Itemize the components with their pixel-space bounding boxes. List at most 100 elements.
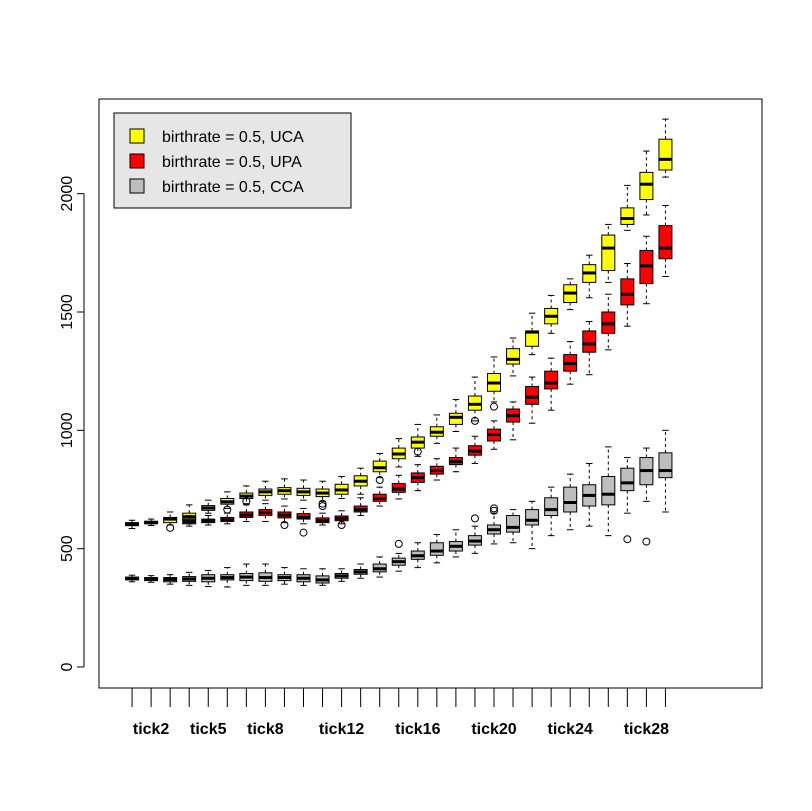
x-tick-label: tick12 [319, 721, 364, 738]
box-body [525, 386, 540, 405]
box-upa-16 [410, 464, 425, 492]
outlier-point [337, 520, 346, 529]
legend-swatch-cca [129, 178, 145, 194]
box-body [429, 542, 444, 556]
box-cca-6 [220, 567, 235, 588]
legend-label-cca: birthrate = 0.5, CCA [162, 179, 304, 196]
box-body [544, 497, 559, 517]
box-cca-1 [125, 574, 140, 583]
box-uca-11 [315, 480, 330, 511]
box-uca-14 [372, 453, 387, 485]
x-tick-label: tick16 [395, 721, 440, 738]
box-uca-26 [601, 223, 616, 283]
box-uca-19 [467, 376, 482, 425]
box-uca-24 [563, 278, 578, 311]
box-uca-6 [220, 491, 235, 514]
x-tick-label: tick8 [247, 721, 284, 738]
box-body [620, 467, 635, 492]
box-body [658, 138, 673, 171]
x-tick-label: tick28 [624, 721, 669, 738]
box-cca-25 [582, 462, 597, 527]
box-cca-28 [639, 447, 654, 546]
x-tick-label: tick24 [548, 721, 593, 738]
box-upa-20 [487, 420, 501, 450]
box-body [582, 330, 597, 353]
legend-swatch-upa [129, 153, 145, 169]
y-tick-label: 500 [59, 535, 76, 562]
box-upa-4 [182, 515, 197, 527]
box-body [658, 452, 673, 479]
outlier-point [490, 506, 498, 515]
outlier-point [394, 539, 403, 548]
box-body [620, 207, 635, 225]
box-uca-18 [448, 399, 463, 433]
box-uca-22 [525, 312, 540, 356]
box-cca-29 [658, 429, 673, 513]
x-tick-label: tick20 [471, 721, 516, 738]
box-upa-27 [620, 262, 635, 327]
box-uca-10 [296, 479, 311, 501]
outlier-point [375, 476, 384, 485]
box-upa-25 [582, 320, 597, 376]
box-uca-29 [658, 118, 673, 178]
box-uca-17 [429, 414, 444, 444]
box-upa-8 [258, 503, 273, 522]
legend-label-uca: birthrate = 0.5, UCA [162, 129, 304, 146]
x-tick-label: tick5 [190, 721, 227, 738]
box-upa-15 [391, 474, 406, 500]
box-body [506, 515, 521, 533]
box-uca-12 [334, 475, 349, 499]
box-cca-12 [334, 568, 349, 582]
box-upa-24 [563, 341, 578, 385]
box-upa-28 [639, 235, 654, 305]
box-cca-17 [429, 533, 444, 564]
box-body [601, 234, 616, 272]
box-cca-5 [201, 569, 216, 588]
box-uca-25 [582, 254, 597, 299]
legend-swatch-uca [129, 128, 145, 144]
outlier-point [318, 502, 327, 511]
box-body [525, 509, 540, 526]
box-upa-6 [220, 512, 235, 525]
box-cca-23 [544, 486, 559, 537]
outlier-point [470, 416, 479, 425]
outlier-point [490, 402, 498, 411]
box-cca-20 [487, 504, 501, 545]
box-uca-7 [239, 485, 254, 506]
y-axis: 0 500 1000 1500 2000 [59, 176, 85, 671]
box-upa-26 [601, 293, 616, 351]
box-uca-21 [506, 337, 521, 377]
outlier-point [166, 523, 175, 532]
outlier-point [623, 535, 632, 544]
box-uca-2 [144, 518, 159, 526]
outlier-point [642, 537, 651, 546]
box-body [658, 225, 673, 260]
box-cca-10 [296, 568, 311, 586]
outlier-point [280, 520, 289, 529]
y-tick-label: 1000 [59, 412, 76, 448]
box-cca-26 [601, 446, 616, 537]
box-upa-22 [525, 376, 540, 424]
outlier-point [318, 499, 327, 508]
box-cca-3 [163, 574, 178, 585]
box-cca-15 [391, 539, 406, 572]
box-upa-9 [277, 505, 292, 529]
box-cca-14 [372, 556, 387, 578]
box-uca-28 [639, 150, 654, 216]
legend-box [113, 112, 352, 209]
box-cca-4 [182, 571, 197, 586]
box-uca-3 [163, 511, 178, 532]
box-body [620, 278, 635, 306]
outlier-point [470, 514, 479, 523]
box-cca-9 [277, 567, 292, 585]
y-tick-label: 2000 [59, 176, 76, 212]
box-upa-29 [658, 204, 673, 277]
box-upa-18 [448, 447, 463, 473]
box-body [601, 475, 616, 506]
boxes-layer [125, 118, 673, 588]
box-cca-16 [410, 542, 425, 569]
box-upa-12 [334, 510, 349, 529]
box-uca-15 [391, 438, 406, 468]
box-uca-27 [620, 184, 635, 231]
